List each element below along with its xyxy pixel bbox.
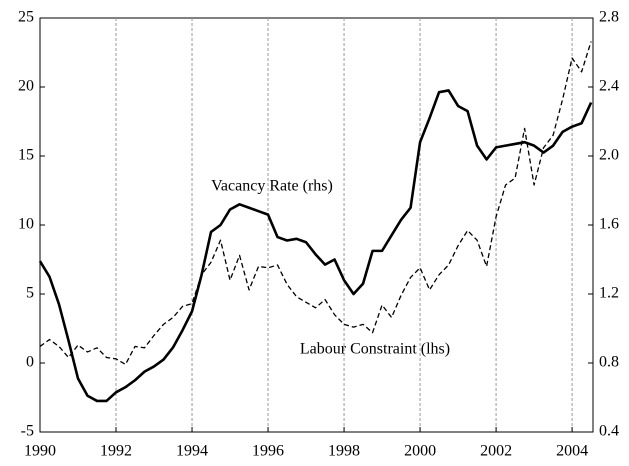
y2-tick-label: 2.8	[599, 9, 619, 26]
x-tick-label: 1992	[100, 443, 132, 460]
x-tick-label: 1990	[24, 443, 56, 460]
y2-tick-label: 0.4	[599, 423, 619, 440]
plot-frame	[39, 17, 594, 433]
x-tick-label: 1994	[176, 443, 208, 460]
y-tick-label: 20	[18, 78, 34, 95]
y-tick-label: 5	[26, 285, 34, 302]
x-tick-label: 2000	[404, 443, 436, 460]
y2-tick-label: 2.4	[599, 78, 619, 95]
x-tick-label: 1998	[328, 443, 360, 460]
y-tick-label: 10	[18, 216, 34, 233]
y-tick-label: 25	[18, 9, 34, 26]
y2-tick-label: 2.0	[599, 147, 619, 164]
x-tick-label: 2002	[480, 443, 512, 460]
series-label: Labour Constraint (lhs)	[300, 341, 450, 358]
series-line	[39, 41, 592, 366]
y-tick-label: 0	[26, 354, 34, 371]
series-line	[38, 89, 593, 403]
x-tick-label: 2004	[556, 443, 588, 460]
x-tick-label: 1996	[252, 443, 284, 460]
y-tick-label: -5	[21, 423, 34, 440]
y-tick-label: 15	[18, 147, 34, 164]
series-label: Vacancy Rate (rhs)	[211, 178, 333, 195]
y2-tick-label: 1.2	[599, 285, 619, 302]
y2-tick-label: 0.8	[599, 354, 619, 371]
y2-tick-label: 1.6	[599, 216, 619, 233]
